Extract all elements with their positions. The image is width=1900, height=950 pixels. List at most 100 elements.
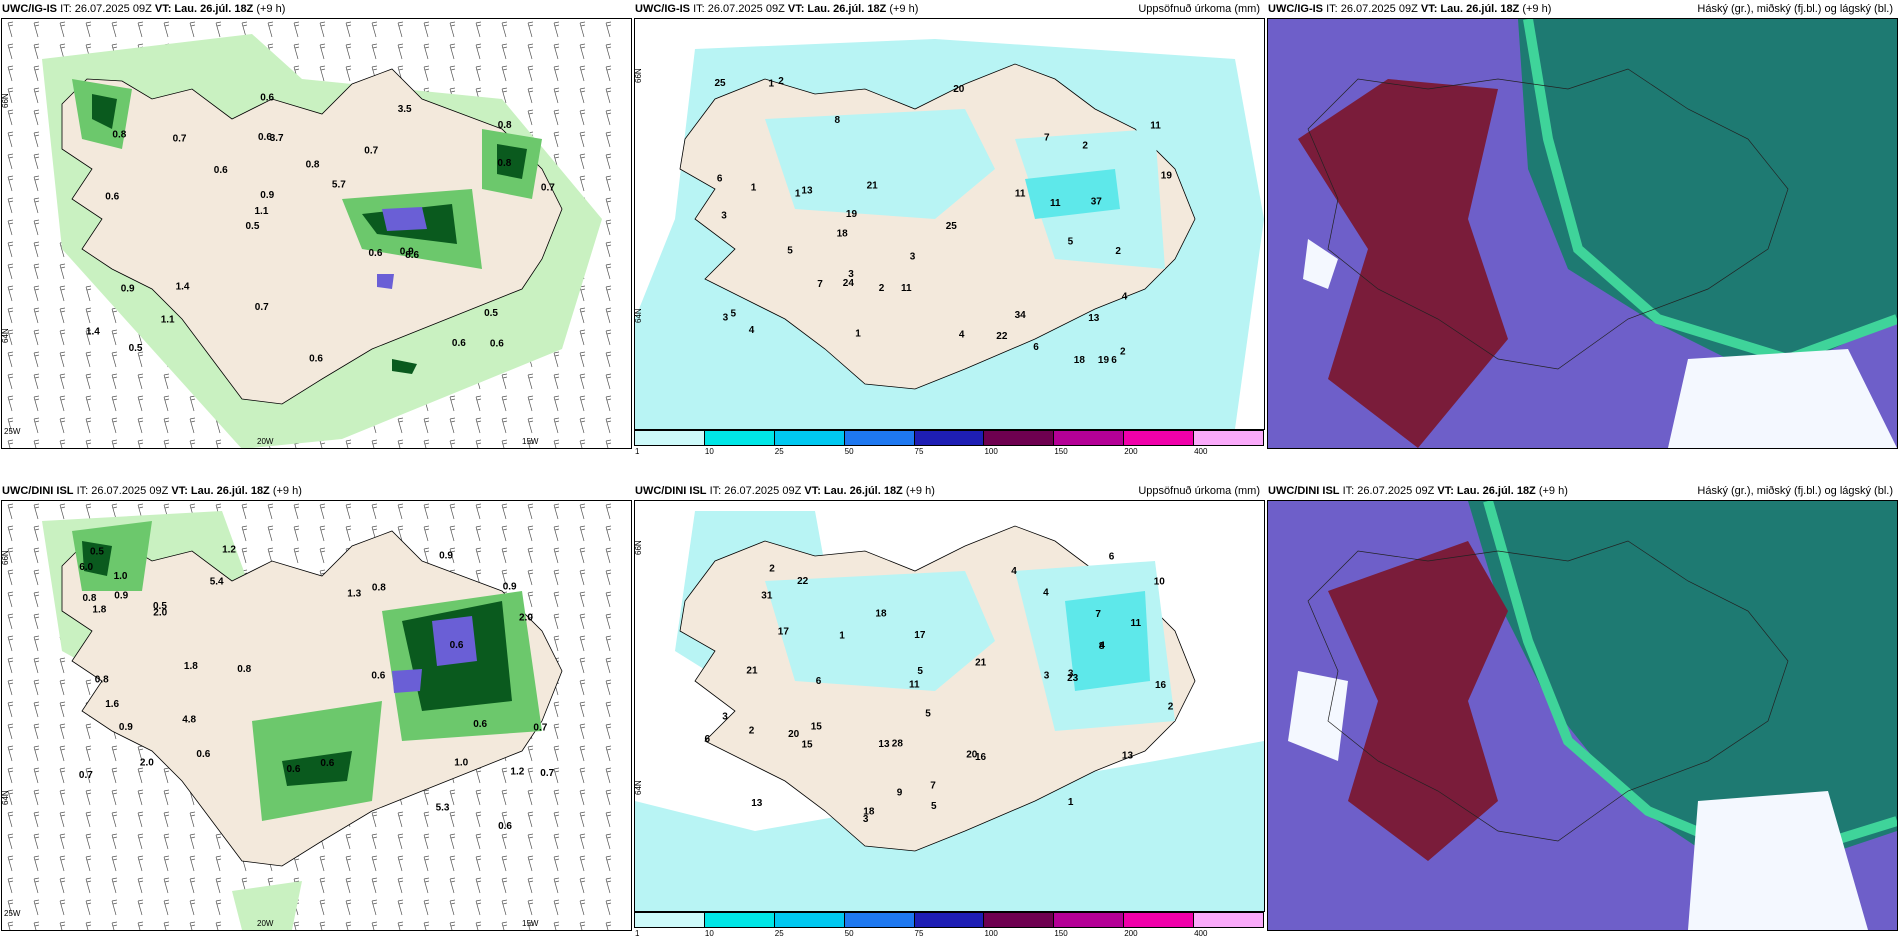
cloud-map[interactable]: [1267, 500, 1898, 931]
map-value-label: 1.0: [114, 571, 128, 582]
lead-time: (+9 h): [272, 485, 302, 497]
iceland-land: [61, 68, 563, 405]
lat-label: 66N: [2, 550, 10, 565]
init-time: IT: 26.07.2025 09Z: [693, 3, 785, 15]
map-value-label: 5: [787, 245, 793, 256]
colorbar-swatch: [634, 912, 705, 928]
model-name: UWC/DINI ISL: [2, 485, 74, 497]
lead-time: (+9 h): [1522, 3, 1552, 15]
map-value-label: 0.9: [260, 190, 274, 201]
colorbar-swatch: [773, 912, 845, 928]
cloud-title: Háský (gr.), miðský (fj.bl.) og lágský (…: [1697, 3, 1893, 15]
colorbar-tick: 150: [1054, 929, 1068, 938]
map-value-label: 0.6: [450, 640, 464, 651]
map-value-label: 0.8: [498, 120, 512, 131]
map-value-label: 3: [721, 211, 727, 222]
map-value-label: 1.2: [510, 767, 524, 778]
panel-header: UWC/IG-IS IT: 26.07.2025 09Z VT: Lau. 26…: [633, 0, 1264, 18]
map-value-label: 1.0: [454, 758, 468, 769]
map-value-label: 11: [1131, 618, 1142, 629]
iceland-outline: [1307, 540, 1789, 842]
colorbar-tick: 150: [1054, 447, 1068, 456]
panel-header: UWC/IG-IS IT: 26.07.2025 09Z VT: Lau. 26…: [0, 0, 631, 18]
dark-green-precip: [82, 541, 512, 786]
map-value-label: 2: [1115, 246, 1121, 257]
map-value-label: 6: [1109, 552, 1115, 563]
map-value-label: 3: [723, 312, 729, 323]
map-value-label: 0.7: [255, 302, 269, 313]
lat-label: 66N: [2, 93, 10, 108]
map-value-label: 0.9: [439, 550, 453, 561]
colorbar-swatch: [1123, 430, 1195, 446]
map-value-label: 7: [817, 279, 823, 290]
map-value-label: 17: [778, 627, 790, 638]
map-value-label: 5: [731, 308, 737, 319]
precip-map[interactable]: 3 1 3 5 7 18 11 20 28 16 15 22 18 11 13 10 16 17 21 21 20 31 1…: [634, 500, 1265, 912]
valid-time: Lau. 26.júl. 18Z: [823, 485, 903, 497]
map-value-label: 6: [1033, 342, 1039, 353]
map-value-label: 2.0: [140, 757, 154, 768]
map-value-label: 0.6: [320, 758, 334, 769]
init-time: IT: 26.07.2025 09Z: [76, 485, 169, 497]
map-value-label: 1: [1068, 797, 1074, 808]
lon-label: 20W: [257, 919, 274, 928]
cloud-title: Háský (gr.), miðský (fj.bl.) og lágský (…: [1697, 485, 1893, 497]
map-value-label: 2: [749, 725, 755, 736]
colorbar-swatch: [843, 912, 915, 928]
precip-map[interactable]: 3 1 1 5 6 8 11 18 24 11 37 20 25 18 19 34 25 19 11 21 19 13 22…: [634, 18, 1265, 430]
colorbar-swatch: [983, 430, 1055, 446]
map-value-label: 3: [910, 252, 916, 263]
map-value-label: 21: [975, 658, 987, 669]
precip-labels: 3135718112028161522181113101617212120311…: [705, 552, 1174, 826]
panel-header: UWC/DINI ISL IT: 26.07.2025 09Z VT: Lau.…: [633, 482, 1264, 500]
colorbar-tick: 75: [914, 447, 924, 456]
map-value-label: 2.0: [519, 613, 533, 624]
cloud-map[interactable]: [1267, 18, 1898, 449]
init-time: IT: 26.07.2025 09Z: [1342, 485, 1435, 497]
vt-label: VT:: [171, 485, 188, 497]
map-value-label: 17: [914, 630, 926, 641]
init-time: IT: 26.07.2025 09Z: [1326, 3, 1418, 15]
precip-title: Uppsöfnuð úrkoma (mm): [1138, 485, 1260, 497]
precip-panel-top: UWC/IG-IS IT: 26.07.2025 09Z VT: Lau. 26…: [633, 0, 1265, 456]
map-value-label: 0.9: [114, 591, 128, 602]
colorbar-tick: 400: [1194, 447, 1208, 456]
map-value-label: 0.7: [533, 723, 547, 734]
wind-panel-top: UWC/IG-IS IT: 26.07.2025 09Z VT: Lau. 26…: [0, 0, 632, 449]
map-value-label: 1.8: [92, 605, 106, 616]
map-value-label: 5: [925, 709, 931, 720]
map-value-label: 0.8: [83, 593, 97, 604]
map-value-label: 20: [966, 750, 978, 761]
map-value-label: 3: [722, 712, 728, 723]
map-value-label: 0.9: [121, 283, 135, 294]
valid-time: Lau. 26.júl. 18Z: [174, 3, 254, 15]
heavy-precip-cell: [392, 616, 477, 693]
map-value-label: 2: [1168, 702, 1174, 713]
map-value-label: 4: [1122, 292, 1128, 303]
map-value-label: 2: [879, 283, 885, 294]
panel-header: UWC/IG-IS IT: 26.07.2025 09Z VT: Lau. 26…: [1266, 0, 1897, 18]
map-value-label: 21: [867, 181, 879, 192]
lead-time: (+9 h): [889, 3, 919, 15]
map-value-label: 21: [746, 665, 758, 676]
colorbar-swatch: [773, 430, 845, 446]
map-value-label: 2: [1120, 347, 1126, 358]
map-value-label: 0.7: [173, 133, 187, 144]
cloud-clear-area: [1288, 671, 1868, 930]
colorbar-tick: 100: [984, 447, 998, 456]
map-value-label: 0.5: [246, 221, 260, 232]
wind-map[interactable]: 1.0 0.8 0.6 0.7 0.8 0.5 0.6 0.7 1.2 0.5 0.6 1.0 1.6 0…: [1, 500, 632, 931]
map-value-label: 18: [863, 807, 875, 818]
map-value-label: 8.6: [405, 250, 419, 261]
map-value-label: 1: [855, 328, 861, 339]
wind-map[interactable]: 0.6 0.6 0.8 0.5 0.7 0.5 0.6 0.8 0.9 0.6 1.4 1.1 3.7 5…: [1, 18, 632, 449]
precip-light-area: [765, 109, 1165, 269]
lon-label: 25W: [4, 909, 21, 918]
map-value-label: 0.6: [309, 354, 323, 365]
map-value-label: 5: [931, 801, 937, 812]
colorbar-tick: 100: [984, 929, 998, 938]
map-value-label: 6: [816, 676, 822, 687]
map-value-label: 1: [769, 78, 775, 89]
colorbar-tick: 200: [1124, 447, 1138, 456]
map-value-label: 2.0: [153, 607, 167, 618]
